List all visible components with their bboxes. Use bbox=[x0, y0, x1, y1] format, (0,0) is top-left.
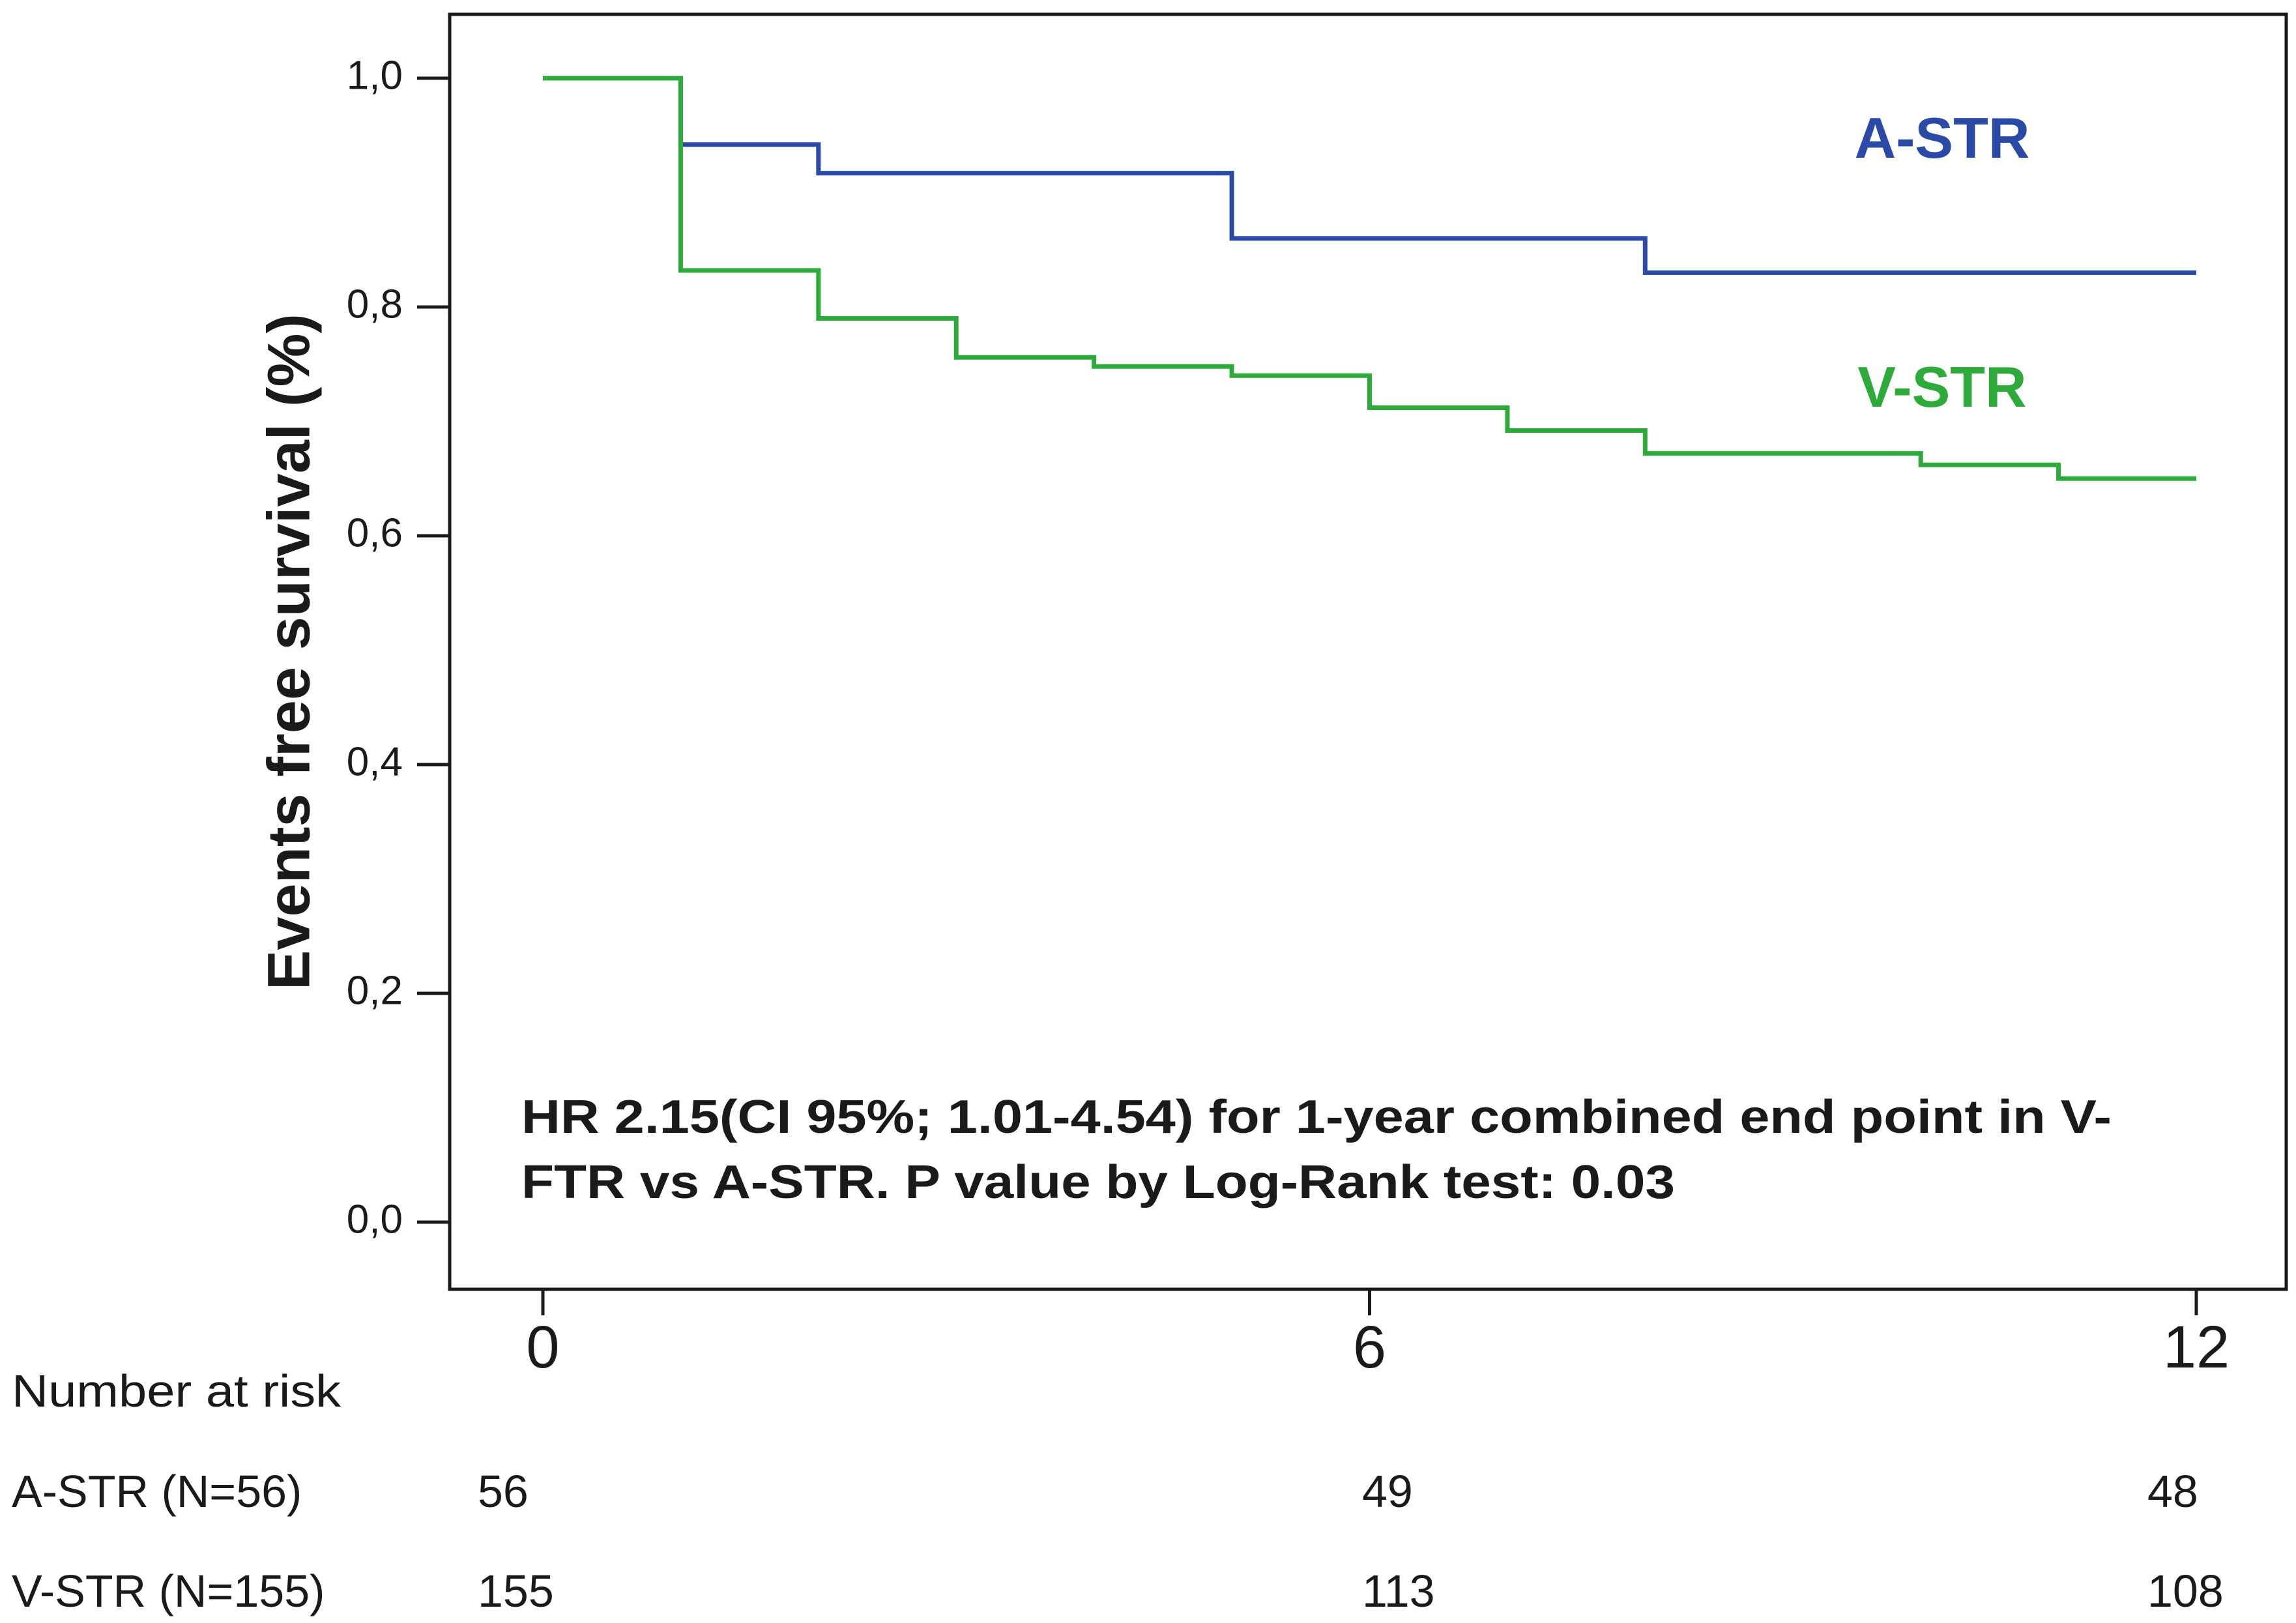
y-tick-label: 0,2 bbox=[347, 968, 403, 1013]
x-tick-label: 12 bbox=[2163, 1314, 2230, 1381]
hr-annotation-line2: FTR vs A-STR. P value by Log-Rank test: … bbox=[521, 1156, 1675, 1208]
series-label-v-str: V-STR bbox=[1857, 355, 2026, 419]
y-tick-label: 1,0 bbox=[347, 53, 403, 98]
y-tick-label: 0,8 bbox=[347, 282, 403, 327]
y-tick-label: 0,0 bbox=[347, 1197, 403, 1242]
y-axis-label: Events free survival (%) bbox=[255, 314, 322, 990]
risk-row-label-v-str: V-STR (N=155) bbox=[12, 1566, 325, 1616]
x-tick-label: 0 bbox=[526, 1314, 559, 1381]
risk-value: 155 bbox=[478, 1566, 554, 1616]
x-tick-label: 6 bbox=[1353, 1314, 1386, 1381]
survival-curves bbox=[543, 76, 2196, 481]
risk-value: 56 bbox=[478, 1466, 529, 1517]
survival-curve-v-str bbox=[543, 76, 2196, 481]
hr-annotation-line1: HR 2.15(CI 95%; 1.01-4.54) for 1-year co… bbox=[521, 1091, 2112, 1143]
y-axis-ticks: 0,0 0,2 0,4 0,6 0,8 1,0 bbox=[347, 53, 450, 1242]
y-tick-label: 0,4 bbox=[347, 739, 403, 784]
series-label-a-str: A-STR bbox=[1855, 106, 2030, 170]
risk-table-title: Number at risk bbox=[12, 1366, 341, 1416]
risk-value: 48 bbox=[2147, 1466, 2198, 1517]
risk-value: 113 bbox=[1362, 1566, 1435, 1616]
y-tick-label: 0,6 bbox=[347, 510, 403, 555]
x-axis-ticks: 0 6 12 bbox=[526, 1289, 2230, 1381]
risk-row-label-a-str: A-STR (N=56) bbox=[12, 1466, 302, 1517]
risk-value: 49 bbox=[1362, 1466, 1413, 1517]
risk-value: 108 bbox=[2147, 1566, 2224, 1616]
